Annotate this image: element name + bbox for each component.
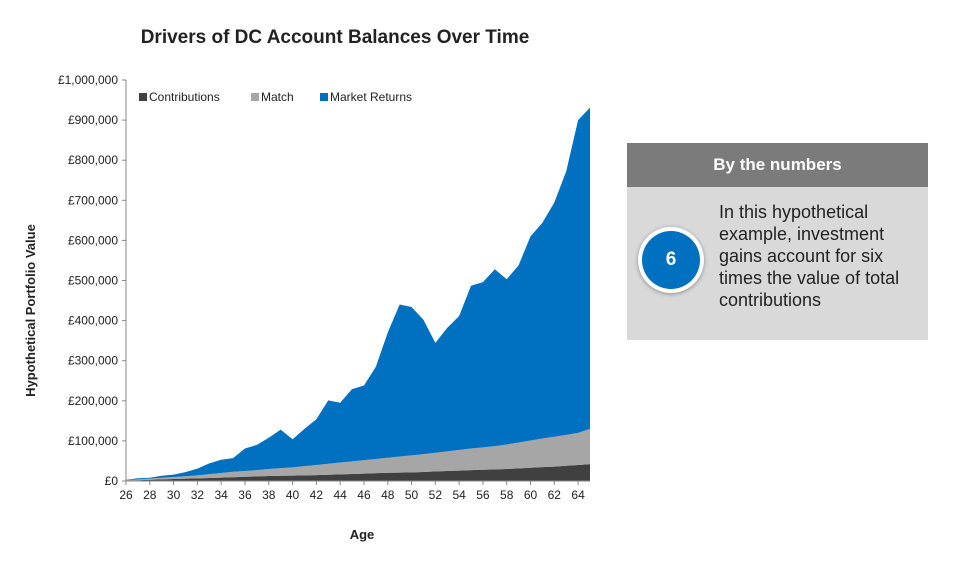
x-tick-label: 64 bbox=[571, 488, 585, 502]
x-tick-label: 40 bbox=[286, 488, 300, 502]
x-tick-label: 60 bbox=[524, 488, 538, 502]
y-axis-title: Hypothetical Portfolio Value bbox=[23, 224, 38, 397]
y-tick-label: £900,000 bbox=[68, 113, 118, 127]
x-tick-label: 34 bbox=[214, 488, 228, 502]
legend-label: Match bbox=[261, 90, 294, 104]
x-tick-label: 52 bbox=[429, 488, 443, 502]
x-tick-label: 30 bbox=[167, 488, 181, 502]
info-panel-body: 6 In this hypothetical example, investme… bbox=[627, 187, 928, 340]
info-panel-header: By the numbers bbox=[627, 143, 928, 187]
x-tick-label: 48 bbox=[381, 488, 395, 502]
x-tick-label: 28 bbox=[143, 488, 157, 502]
number-badge-value: 6 bbox=[642, 231, 700, 289]
legend-swatch bbox=[320, 93, 328, 101]
x-tick-label: 44 bbox=[333, 488, 347, 502]
chart-plot: £0 £100,000 £200,000 £300,000 £400,000 £500,0… bbox=[23, 73, 590, 542]
x-tick-label: 58 bbox=[500, 488, 514, 502]
info-panel: By the numbers 6 In this hypothetical ex… bbox=[627, 143, 928, 340]
x-tick-label: 42 bbox=[310, 488, 324, 502]
number-badge: 6 bbox=[638, 227, 704, 293]
y-tick-label: £0 bbox=[105, 474, 119, 488]
x-tick-label: 62 bbox=[548, 488, 562, 502]
info-panel-text: In this hypothetical example, investment… bbox=[719, 202, 900, 310]
x-tick-label: 50 bbox=[405, 488, 419, 502]
x-tick-label: 32 bbox=[191, 488, 205, 502]
legend-swatch bbox=[139, 93, 147, 101]
y-tick-label: £800,000 bbox=[68, 153, 118, 167]
area-match bbox=[126, 428, 590, 481]
x-tick-label: 36 bbox=[238, 488, 252, 502]
y-tick-label: £100,000 bbox=[68, 434, 118, 448]
y-tick-label: £500,000 bbox=[68, 274, 118, 288]
x-tick-label: 46 bbox=[357, 488, 371, 502]
x-tick-label: 54 bbox=[452, 488, 466, 502]
y-tick-label: £300,000 bbox=[68, 354, 118, 368]
chart: Drivers of DC Account Balances Over Time… bbox=[23, 27, 590, 542]
y-tick-label: £700,000 bbox=[68, 193, 118, 207]
x-tick-label: 26 bbox=[119, 488, 133, 502]
y-tick-label: £1,000,000 bbox=[58, 73, 118, 87]
legend-label: Contributions bbox=[149, 90, 220, 104]
legend-label: Market Returns bbox=[330, 90, 412, 104]
y-tick-label: £200,000 bbox=[68, 394, 118, 408]
area-contributions bbox=[126, 464, 590, 481]
area-market-returns bbox=[126, 107, 590, 480]
y-tick-label: £600,000 bbox=[68, 233, 118, 247]
y-tick-label: £400,000 bbox=[68, 314, 118, 328]
legend-swatch bbox=[251, 93, 259, 101]
x-tick-label: 56 bbox=[476, 488, 490, 502]
x-axis-title: Age bbox=[350, 527, 375, 542]
chart-title: Drivers of DC Account Balances Over Time bbox=[140, 27, 530, 48]
x-tick-label: 38 bbox=[262, 488, 276, 502]
